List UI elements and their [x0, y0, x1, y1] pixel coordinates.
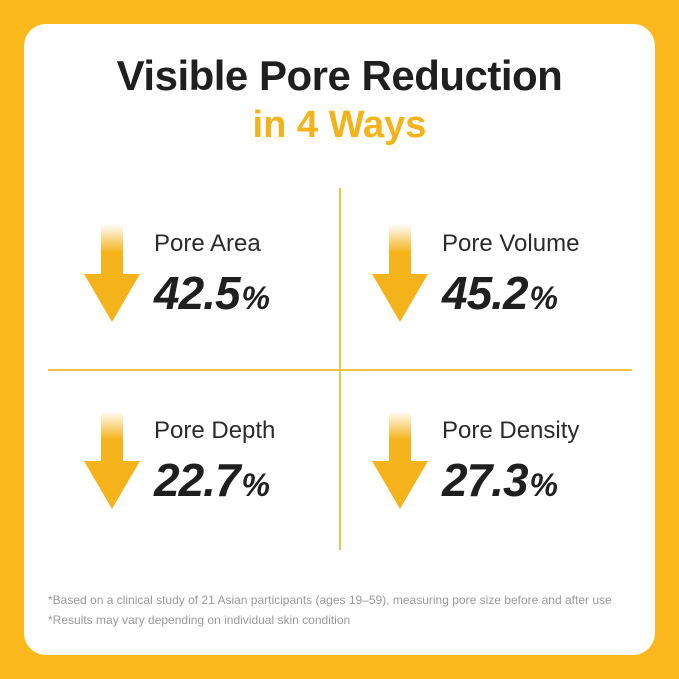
stat-unit: %: [241, 467, 270, 503]
down-arrow-icon: [84, 411, 140, 509]
page-title: Visible Pore Reduction: [116, 52, 563, 99]
stat-label: Pore Area: [154, 230, 261, 257]
stat-label: Pore Volume: [442, 230, 580, 257]
stat-value: 45.2%: [442, 266, 558, 320]
stat-pore-density: Pore Density 27.3%: [372, 411, 652, 521]
down-arrow-icon: [84, 224, 140, 322]
stat-label: Pore Density: [442, 417, 580, 444]
page-subtitle: in 4 Ways: [252, 104, 427, 146]
stat-pore-area: Pore Area 42.5%: [84, 224, 364, 334]
stat-number: 22.7: [154, 454, 241, 506]
stat-number: 45.2: [442, 267, 529, 319]
stat-unit: %: [529, 280, 558, 316]
stat-number: 27.3: [442, 454, 529, 506]
content-card: Visible Pore Reduction in 4 Ways Pore Ar…: [24, 24, 655, 655]
stat-pore-depth: Pore Depth 22.7%: [84, 411, 364, 521]
horizontal-divider: [48, 369, 632, 371]
footnote: *Results may vary depending on individua…: [48, 613, 351, 627]
stat-unit: %: [529, 467, 558, 503]
footnote: *Based on a clinical study of 21 Asian p…: [48, 593, 612, 607]
stat-value: 27.3%: [442, 453, 558, 507]
footnotes: *Based on a clinical study of 21 Asian p…: [48, 590, 612, 630]
stat-value: 22.7%: [154, 453, 270, 507]
stat-number: 42.5: [154, 267, 241, 319]
stat-value: 42.5%: [154, 266, 270, 320]
down-arrow-icon: [372, 411, 428, 509]
stat-label: Pore Depth: [154, 417, 276, 444]
stat-pore-volume: Pore Volume 45.2%: [372, 224, 652, 334]
down-arrow-icon: [372, 224, 428, 322]
stat-unit: %: [241, 280, 270, 316]
